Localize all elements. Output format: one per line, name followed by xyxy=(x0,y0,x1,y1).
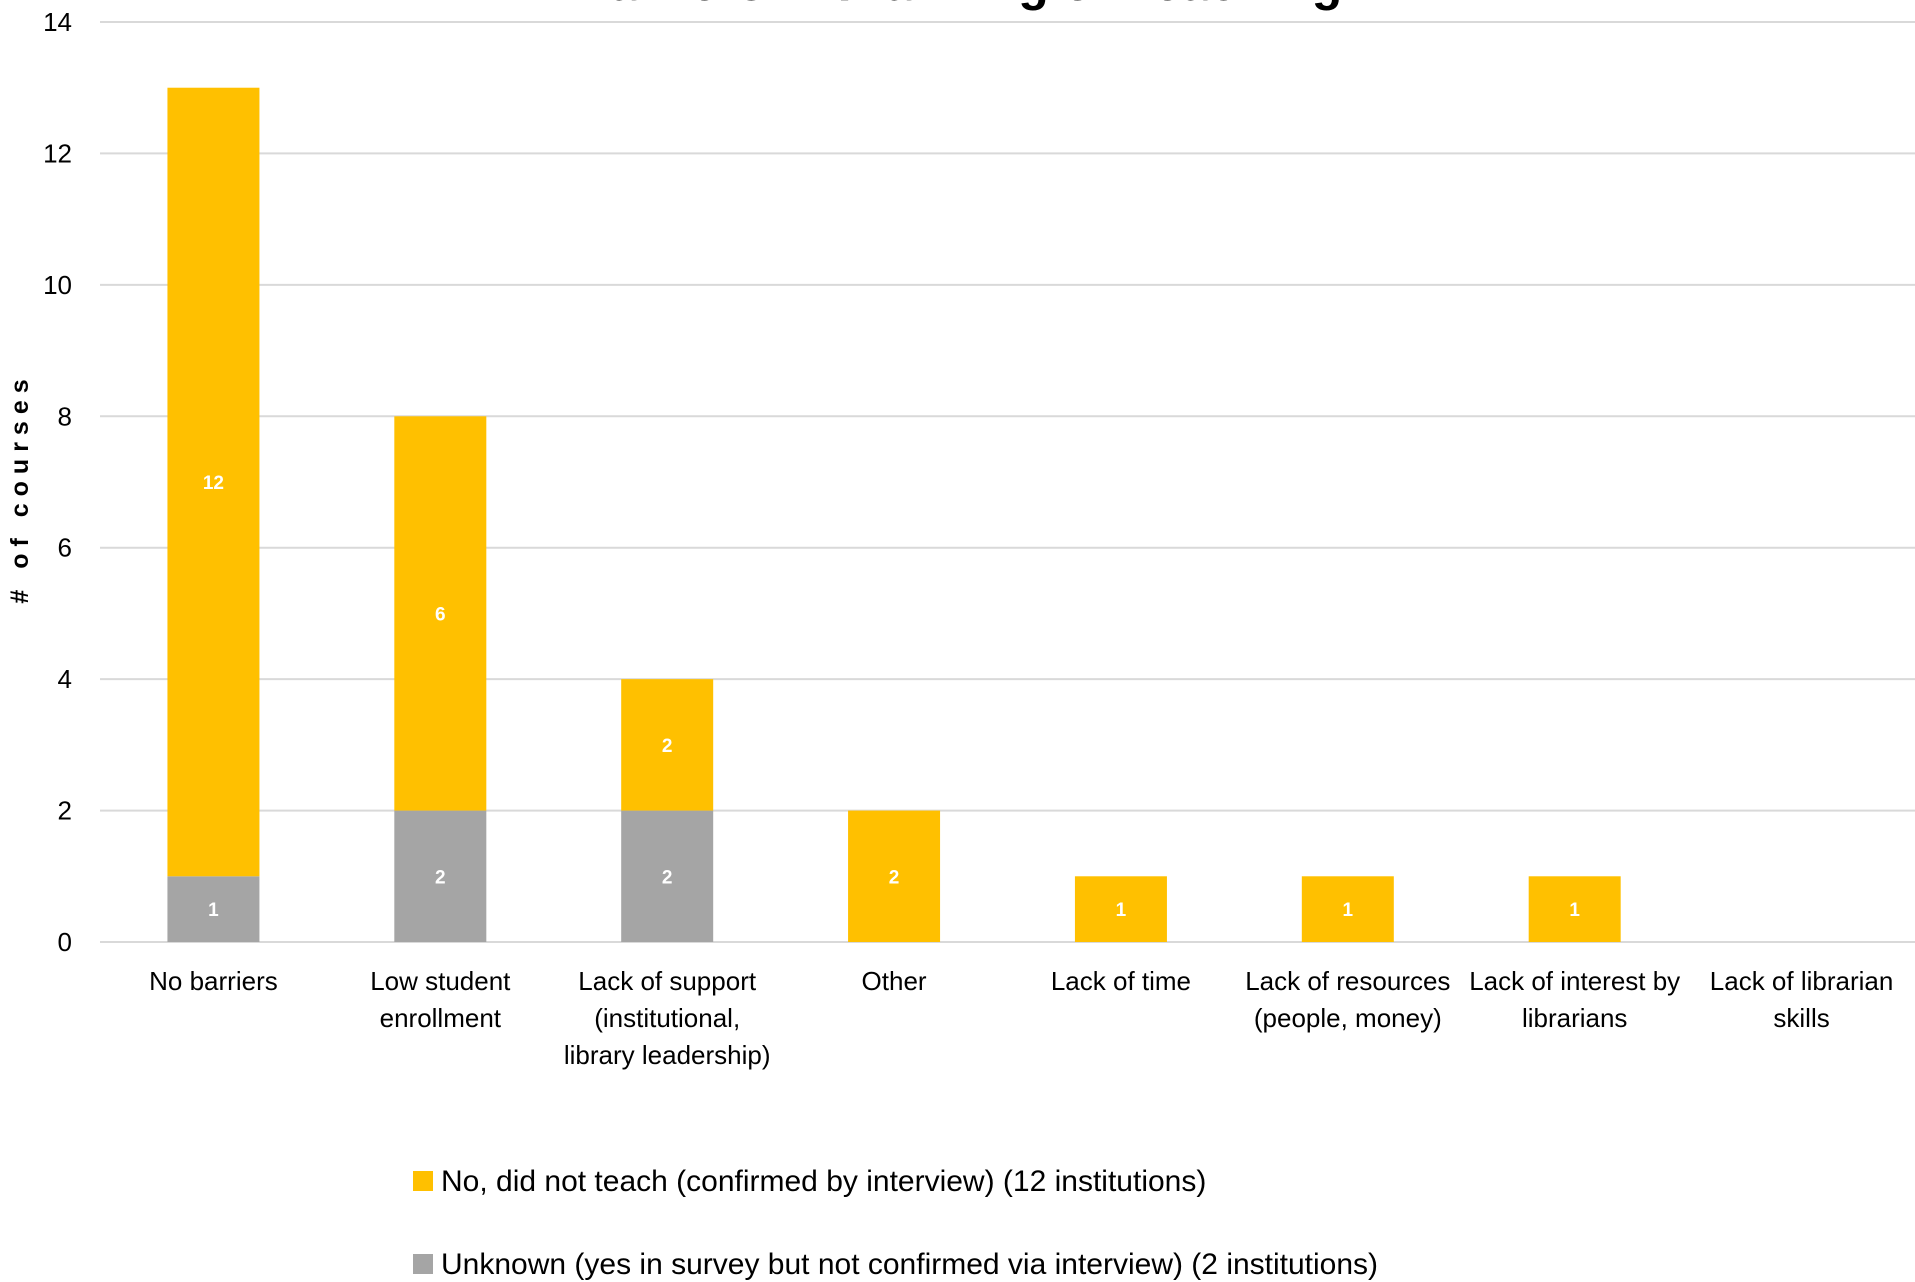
y-axis-ticks: 0 2 4 6 8 10 12 14 xyxy=(43,7,72,957)
x-tick-label-line: Lack of interest by xyxy=(1469,966,1680,996)
x-tick-label-line: Lack of resources xyxy=(1245,966,1450,996)
data-label: 2 xyxy=(662,736,673,757)
x-tick-label-line: (institutional, xyxy=(594,1003,740,1033)
x-tick-label-line: skills xyxy=(1773,1003,1829,1033)
y-tick-label: 2 xyxy=(58,796,72,826)
x-tick-label: Lack of time xyxy=(1051,966,1191,996)
x-tick-label: No barriers xyxy=(149,966,278,996)
y-tick-label: 12 xyxy=(43,138,72,168)
gridlines xyxy=(100,21,1915,943)
x-tick-label-line: librarians xyxy=(1522,1003,1628,1033)
y-tick-label: 8 xyxy=(58,401,72,431)
x-tick-label-line: Low student xyxy=(370,966,511,996)
x-tick-label: Lack of support (institutional, library le… xyxy=(564,966,771,1070)
legend-label: Unknown (yes in survey but not confirmed… xyxy=(441,1248,1378,1281)
x-axis-labels: No barriers Low student enrollment Lack of … xyxy=(149,966,1893,1070)
bar-segment xyxy=(621,810,714,942)
bar-segment xyxy=(1074,876,1167,942)
bar-segment xyxy=(1301,876,1394,942)
y-axis-label: # of courses xyxy=(6,372,34,603)
data-label: 1 xyxy=(1569,900,1580,921)
data-label: 2 xyxy=(435,867,446,888)
x-tick-label: Low student enrollment xyxy=(370,966,511,1033)
data-label: 2 xyxy=(662,867,673,888)
x-tick-label: Lack of resources (people, money) xyxy=(1245,966,1450,1033)
data-label: 12 xyxy=(203,473,224,494)
data-label: 1 xyxy=(1343,900,1354,921)
chart-title: Barriers in Planning or Teaching xyxy=(574,0,1343,11)
x-tick-label: Lack of librarian skills xyxy=(1710,966,1894,1033)
x-tick-label-line: No barriers xyxy=(149,966,278,996)
x-tick-label-line: (people, money) xyxy=(1254,1003,1442,1033)
bar-segment xyxy=(394,416,487,811)
data-label: 2 xyxy=(889,867,900,888)
data-label: 6 xyxy=(435,604,446,625)
y-tick-label: 4 xyxy=(58,664,72,694)
bar-segment xyxy=(394,810,487,942)
legend-swatch xyxy=(413,1254,433,1274)
legend-label: No, did not teach (confirmed by intervie… xyxy=(441,1165,1206,1198)
legend-swatch xyxy=(413,1171,433,1191)
x-tick-label-line: Lack of librarian xyxy=(1710,966,1894,996)
x-tick-label-line: library leadership) xyxy=(564,1040,771,1070)
x-tick-label: Other xyxy=(862,966,927,996)
x-tick-label-line: Lack of support xyxy=(578,966,757,996)
data-label: 1 xyxy=(208,900,219,921)
legend: No, did not teach (confirmed by intervie… xyxy=(413,1165,1378,1281)
x-tick-label-line: Lack of time xyxy=(1051,966,1191,996)
bar-segment xyxy=(621,679,714,811)
y-tick-label: 10 xyxy=(43,270,72,300)
x-tick-label: Lack of interest by librarians xyxy=(1469,966,1680,1033)
x-tick-label-line: enrollment xyxy=(380,1003,502,1033)
x-tick-label-line: Other xyxy=(862,966,927,996)
y-tick-label: 6 xyxy=(58,533,72,563)
bar-segment xyxy=(167,87,260,877)
data-label: 1 xyxy=(1116,900,1127,921)
y-tick-label: 0 xyxy=(58,927,72,957)
bar-segment xyxy=(167,876,260,942)
bars: 1 12 2 6 2 2 2 1 1 1 xyxy=(167,87,1621,942)
bar-segment xyxy=(1528,876,1621,942)
bar-segment xyxy=(848,810,941,942)
y-tick-label: 14 xyxy=(43,7,72,37)
